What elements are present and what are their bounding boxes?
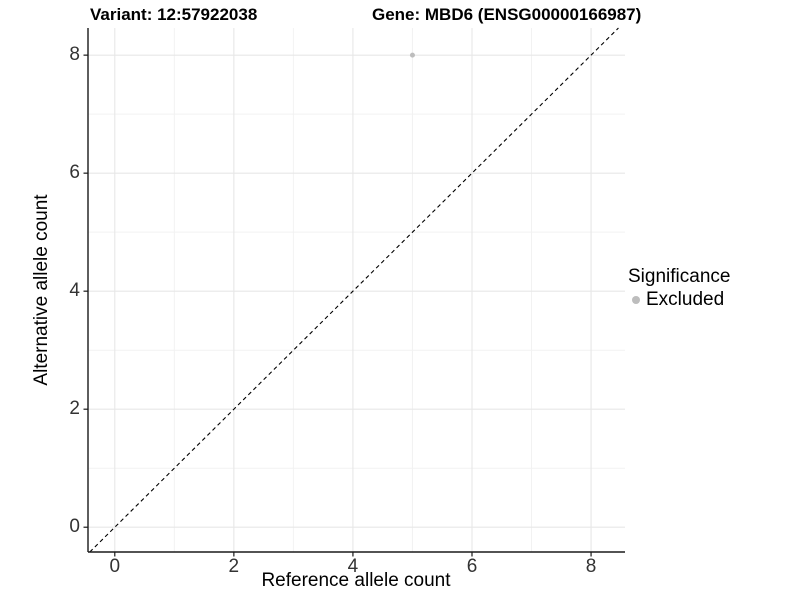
y-tick-label: 6	[69, 162, 80, 184]
x-axis-title: Reference allele count	[261, 570, 451, 591]
x-tick-label: 2	[228, 556, 240, 577]
y-tick-label: 8	[69, 44, 80, 66]
legend: Significance Excluded	[628, 266, 730, 311]
x-tick-label: 4	[347, 556, 359, 577]
y-tick-label: 0	[69, 516, 80, 538]
plot-title-gene: Gene: MBD6 (ENSG00000166987)	[372, 5, 642, 24]
x-tick-label: 0	[109, 556, 121, 577]
legend-title: Significance	[628, 266, 731, 287]
reference-diagonal-line	[89, 27, 619, 553]
x-tick-label: 8	[585, 556, 597, 577]
y-tick-label: 2	[69, 398, 80, 420]
data-point	[409, 52, 415, 58]
plot-svg	[83, 27, 625, 557]
legend-item-label: Excluded	[646, 289, 725, 310]
legend-item: Excluded	[628, 289, 730, 311]
plot-panel	[83, 27, 625, 557]
y-tick-label: 4	[69, 280, 80, 302]
plot-title-variant: Variant: 12:57922038	[90, 5, 258, 24]
legend-point-icon	[632, 296, 640, 304]
x-tick-label: 6	[466, 556, 478, 577]
